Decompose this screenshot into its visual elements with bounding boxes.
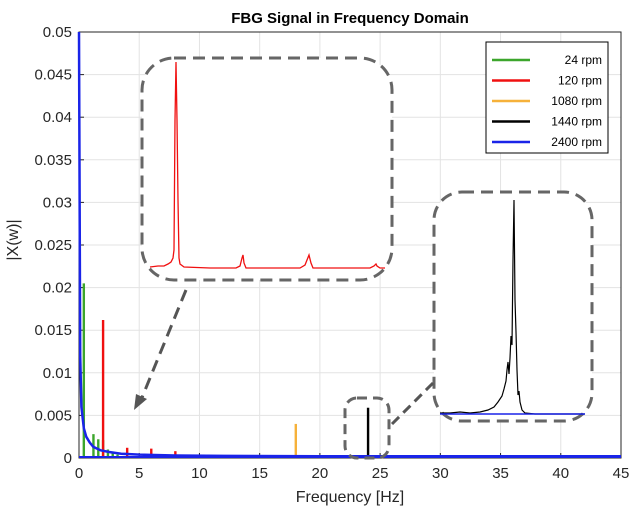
- y-tick-label: 0.02: [43, 280, 72, 297]
- legend-label: 24 rpm: [565, 53, 602, 67]
- x-tick-label: 5: [135, 465, 143, 482]
- chart-title: FBG Signal in Frequency Domain: [231, 10, 469, 27]
- y-tick-label: 0.015: [34, 322, 72, 339]
- legend-label: 2400 rpm: [551, 135, 602, 149]
- x-tick-label: 45: [613, 465, 630, 482]
- inset-1440rpm-trace: [440, 199, 585, 415]
- zoom-arrow-left-head: [134, 394, 147, 410]
- y-axis-title: |X(w)|: [5, 219, 22, 260]
- y-tick-label: 0.025: [34, 237, 72, 254]
- x-tick-label: 25: [372, 465, 389, 482]
- legend-label: 120 rpm: [558, 74, 602, 88]
- x-tick-label: 0: [75, 465, 83, 482]
- tick-labels: 0 5 10 15 20 25 30 35 40 45 0 0.005 0.01 0.015 0.02 0.0…: [34, 24, 629, 482]
- y-tick-label: 0.01: [43, 365, 72, 382]
- y-tick-label: 0.03: [43, 194, 72, 211]
- zoom-arrow-right: [390, 381, 435, 426]
- y-tick-label: 0.05: [43, 24, 72, 41]
- y-tick-label: 0.04: [43, 109, 72, 126]
- inset-1440rpm: [432, 190, 594, 423]
- legend: 24 rpm 120 rpm 1080 rpm 1440 rpm 2400 rpm: [485, 41, 609, 154]
- inset-120rpm-trace: [149, 61, 385, 269]
- x-tick-label: 30: [432, 465, 449, 482]
- x-tick-label: 35: [492, 465, 509, 482]
- y-tick-label: 0.035: [34, 152, 72, 169]
- zoom-arrow-left: [139, 289, 188, 401]
- legend-label: 1080 rpm: [551, 94, 602, 108]
- y-tick-label: 0.045: [34, 67, 72, 84]
- x-tick-label: 10: [191, 465, 208, 482]
- zoom-box-24hz: [343, 396, 391, 460]
- x-tick-label: 40: [552, 465, 569, 482]
- x-axis-title: Frequency [Hz]: [296, 489, 404, 506]
- x-tick-label: 20: [312, 465, 329, 482]
- inset-120rpm: [140, 56, 394, 282]
- legend-label: 1440 rpm: [551, 115, 602, 129]
- y-tick-label: 0.005: [34, 407, 72, 424]
- x-tick-label: 15: [251, 465, 268, 482]
- y-tick-label: 0: [64, 450, 72, 467]
